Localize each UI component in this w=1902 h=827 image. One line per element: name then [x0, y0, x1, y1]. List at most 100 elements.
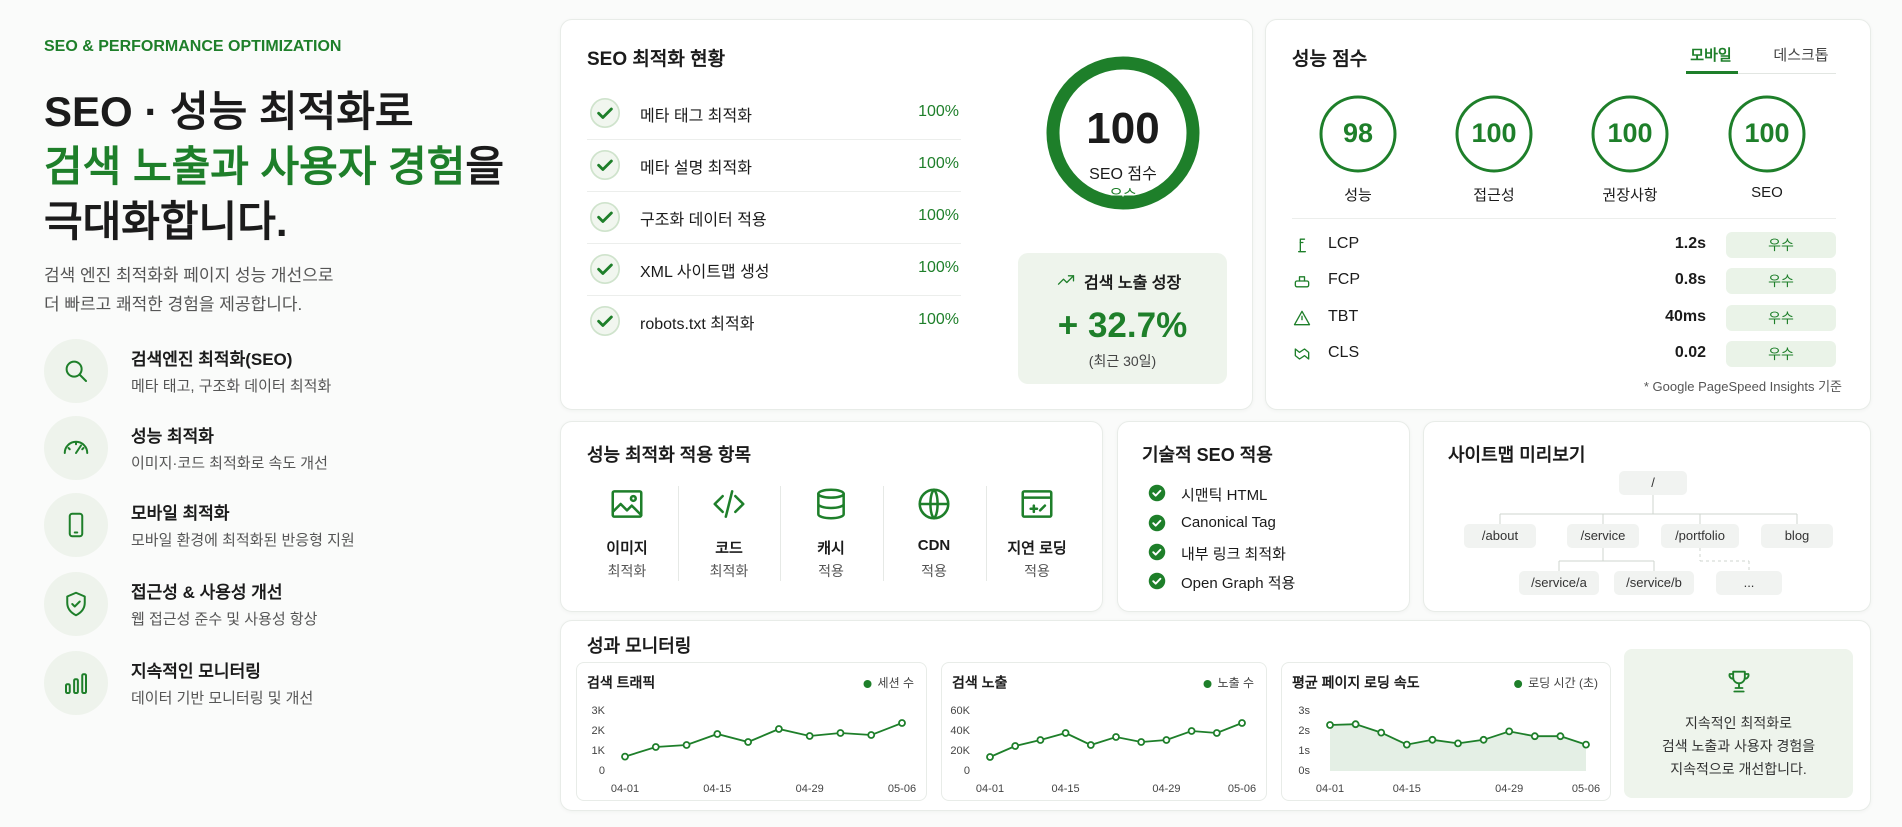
card-title: 성능 최적화 적용 항목 — [587, 445, 752, 465]
data-point — [1162, 736, 1171, 744]
icon-shape — [589, 149, 621, 181]
title-line: 검색 노출과 사용자 경험을 — [44, 139, 504, 194]
data-point — [1137, 738, 1146, 746]
growth-period: (최근 30일) — [1088, 353, 1157, 369]
row-divider — [587, 191, 961, 192]
score-circle — [1728, 95, 1806, 173]
line-chart: 검색 트래픽 세션 수 0 1K 2K 3K 04-01 04-15 04-29 05-06 — [587, 675, 916, 795]
icon-shape — [73, 678, 79, 694]
optimization-sub: 최적화 — [709, 563, 749, 579]
x-tick-label: 05-06 — [1228, 783, 1256, 795]
icon-shape — [63, 440, 89, 454]
feature-desc: 데이터 기반 모니터링 및 개선 — [131, 690, 314, 707]
legend-marker — [1514, 680, 1523, 688]
card-title: 성과 모니터링 — [587, 636, 692, 656]
hero-title: SEO · 성능 최적화로 검색 노출과 사용자 경험을 극대화합니다. — [44, 84, 504, 249]
legend-label: 노출 수 — [1218, 676, 1254, 690]
card-title: 성능 점수 — [1292, 49, 1368, 70]
y-tick-label: 60K — [950, 705, 970, 717]
legend-label: 로딩 시간 (초) — [1528, 676, 1598, 690]
line — [624, 722, 903, 758]
icon-shape — [1021, 496, 1053, 514]
score-label: 성능 — [1344, 187, 1372, 204]
metric-value: 40ms — [1665, 308, 1706, 325]
y-tick-label: 3s — [1298, 705, 1310, 717]
seo-score: 100 — [1086, 104, 1160, 153]
item-divider — [678, 486, 679, 581]
icon-shape — [589, 305, 621, 337]
data-point — [1187, 727, 1196, 735]
score-label: SEO — [1751, 184, 1783, 201]
optimization-icon — [611, 490, 643, 518]
data-point — [1377, 728, 1386, 737]
icon-shape — [1152, 489, 1162, 497]
footnote: * Google PageSpeed Insights 기준 — [1643, 379, 1842, 394]
feature-icon-graphic — [65, 360, 87, 382]
score-label: 권장사항 — [1602, 187, 1658, 204]
seo-item-label: 구조화 데이터 적용 — [640, 212, 767, 229]
check-icon — [589, 97, 621, 129]
feature-title: 접근성 & 사용성 개선 — [131, 583, 283, 602]
x-tick-label: 04-01 — [1316, 783, 1344, 795]
icon-shape — [65, 683, 71, 694]
feature-icon-graphic — [68, 512, 84, 538]
feature-title: 지속적인 모니터링 — [131, 662, 261, 681]
data-point — [1011, 742, 1020, 750]
feature-icon-graphic — [65, 673, 87, 694]
optimization-card: 성능 최적화 적용 항목 이미지 최적화 코드 최적화 캐시 적용 CDN 적용 지연 로딩 적용 — [560, 421, 1103, 612]
x-tick-label: 04-29 — [1495, 783, 1523, 795]
seo-score-grade: 우수 — [1109, 187, 1137, 204]
score-ring — [1046, 56, 1200, 210]
x-tick-label: 04-15 — [1393, 783, 1421, 795]
chart-card: 검색 노출 노출 수 0 20K 40K 60K 04-01 04-15 04-29 05-06 — [941, 662, 1267, 801]
check-icon — [1148, 543, 1166, 561]
data-point — [1402, 740, 1411, 749]
data-point — [836, 729, 845, 737]
sitemap-node: /portfolio — [1661, 524, 1739, 548]
data-point — [1326, 721, 1334, 729]
metric-icon — [1294, 348, 1310, 360]
data-point — [805, 732, 814, 740]
sitemap-node: /about — [1464, 524, 1536, 548]
sitemap-node: blog — [1761, 524, 1833, 548]
data-point — [1479, 735, 1488, 744]
icon-shape — [597, 263, 613, 275]
chart-card: 검색 트래픽 세션 수 0 1K 2K 3K 04-01 04-15 04-29 05-06 — [576, 662, 927, 801]
y-tick-label: 2s — [1298, 725, 1310, 737]
x-tick-label: 05-06 — [888, 783, 916, 795]
line-chart: 평균 페이지 로딩 속도 로딩 시간 (초) 0s 1s 2s 3s 04-01 04-15 0… — [1292, 675, 1600, 795]
icon-shape — [1152, 577, 1162, 585]
title-line: 극대화합니다. — [44, 198, 288, 245]
icon-shape — [1298, 238, 1306, 253]
seo-item-label: 메타 태그 최적화 — [640, 108, 752, 125]
sitemap-card: 사이트맵 미리보기 / /about/service/portfolio blog /… — [1423, 421, 1871, 612]
tab[interactable]: 데스크톱 — [1773, 47, 1829, 64]
optimization-icon — [918, 488, 950, 520]
icon-shape — [1294, 348, 1310, 360]
score-circle — [1319, 95, 1397, 173]
summary-line: 검색 노출과 사용자 경험을 — [1661, 738, 1816, 754]
feature-icon — [44, 493, 108, 557]
score-circle-ring — [1455, 95, 1533, 173]
data-point — [867, 731, 876, 739]
summary-box: 지속적인 최적화로 검색 노출과 사용자 경험을 지속적으로 개선합니다. — [1624, 649, 1853, 798]
metric-grade: 우수 — [1726, 268, 1836, 294]
monitoring-card: 성과 모니터링 지속적인 최적화로 검색 노출과 사용자 경험을 지속적으로 개선합… — [560, 620, 1871, 811]
icon-shape — [597, 159, 613, 171]
y-tick-label: 0s — [1298, 765, 1310, 777]
row-divider — [587, 139, 961, 140]
data-point — [651, 743, 660, 751]
metric-value: 1.2s — [1674, 235, 1706, 252]
metric-name: FCP — [1328, 271, 1360, 288]
seo-item-value: 100% — [918, 259, 959, 276]
optimization-sub: 적용 — [818, 563, 844, 579]
seo-item-label: 메타 설명 최적화 — [640, 160, 752, 177]
optimization-icon — [713, 490, 745, 518]
seo-item-value: 100% — [918, 155, 959, 172]
card-title: 사이트맵 미리보기 — [1448, 445, 1586, 465]
sitemap-node: ... — [1716, 571, 1782, 595]
icon-shape — [817, 492, 845, 520]
tab[interactable]: 모바일 — [1690, 47, 1732, 64]
y-tick-label: 0 — [964, 765, 970, 777]
